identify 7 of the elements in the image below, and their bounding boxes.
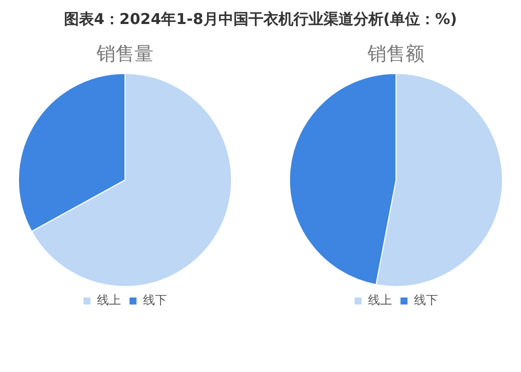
legend-label: 线上 xyxy=(368,293,392,308)
legend-label: 线下 xyxy=(414,293,438,308)
chart-title: 图表4：2024年1-8月中国干衣机行业渠道分析(单位：%) xyxy=(62,10,458,29)
legend-label: 线下 xyxy=(143,293,167,308)
chart-subtitle: 销售量 xyxy=(96,42,154,67)
chart-subtitle: 销售额 xyxy=(366,42,426,67)
legend-label: 线上 xyxy=(97,293,121,308)
